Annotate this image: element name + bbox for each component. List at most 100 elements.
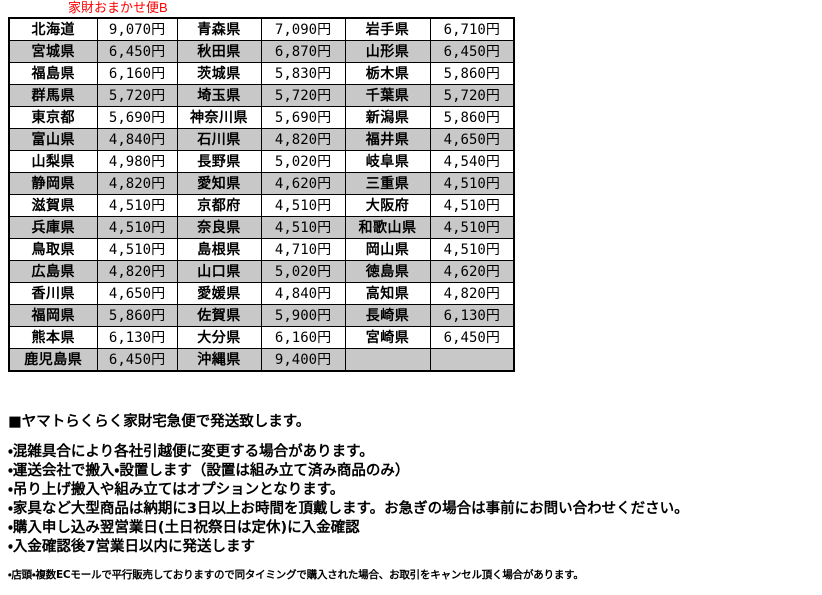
table-cell-prefecture: 沖縄県 xyxy=(176,348,262,372)
note-item: ・混雑具合により各社引越便に変更する場合があります。 xyxy=(8,444,374,460)
table-cell-price: 4,510円 xyxy=(429,238,515,261)
table-cell-price: 4,820円 xyxy=(96,260,178,283)
notes-heading: ■ヤマトらくらく家財宅急便で発送致します。 xyxy=(8,414,311,430)
table-cell-price: 6,450円 xyxy=(96,40,178,63)
table-row: 熊本県 6,130円 大分県 6,160円 宮崎県 6,450円 xyxy=(8,326,515,349)
table-cell-price: 5,900円 xyxy=(260,304,346,327)
note-item: ・運送会社で搬入・設置します（設置は組み立て済み商品のみ） xyxy=(8,463,410,479)
table-cell-empty xyxy=(344,348,431,372)
table-cell-price: 7,090円 xyxy=(260,17,346,41)
table-cell-prefecture: 宮崎県 xyxy=(344,326,431,349)
table-cell-prefecture: 福井県 xyxy=(344,128,431,151)
shipping-fee-table: 北海道 9,070円 青森県 7,090円 岩手県 6,710円 宮城県 6,450円 秋田県 6… xyxy=(8,17,515,372)
table-row: 滋賀県 4,510円 京都府 4,510円 大阪府 4,510円 xyxy=(8,194,515,217)
table-cell-prefecture: 茨城県 xyxy=(176,62,262,85)
table-cell-price: 5,690円 xyxy=(260,106,346,129)
table-cell-price: 4,710円 xyxy=(260,238,346,261)
table-cell-price: 5,720円 xyxy=(260,84,346,107)
table-cell-price: 4,510円 xyxy=(96,216,178,239)
table-cell-price: 4,980円 xyxy=(96,150,178,173)
table-cell-price: 4,510円 xyxy=(260,216,346,239)
table-cell-prefecture: 京都府 xyxy=(176,194,262,217)
table-cell-price: 4,840円 xyxy=(96,128,178,151)
table-row: 東京都 5,690円 神奈川県 5,690円 新潟県 5,860円 xyxy=(8,106,515,129)
table-cell-prefecture: 山梨県 xyxy=(8,150,98,173)
table-row: 群馬県 5,720円 埼玉県 5,720円 千葉県 5,720円 xyxy=(8,84,515,107)
table-cell-price: 6,450円 xyxy=(429,40,515,63)
table-cell-price: 6,160円 xyxy=(260,326,346,349)
table-cell-price: 5,690円 xyxy=(96,106,178,129)
table-row: 富山県 4,840円 石川県 4,820円 福井県 4,650円 xyxy=(8,128,515,151)
table-cell-price: 6,450円 xyxy=(96,348,178,372)
table-cell-price: 6,130円 xyxy=(429,304,515,327)
table-cell-prefecture: 奈良県 xyxy=(176,216,262,239)
table-cell-price: 5,720円 xyxy=(96,84,178,107)
table-cell-price: 4,650円 xyxy=(96,282,178,305)
table-cell-prefecture: 大分県 xyxy=(176,326,262,349)
table-cell-prefecture: 岩手県 xyxy=(344,17,431,41)
table-cell-prefecture: 福島県 xyxy=(8,62,98,85)
table-cell-price: 6,870円 xyxy=(260,40,346,63)
note-item: ・購入申し込み翌営業日(土日祝祭日は定休)に入金確認 xyxy=(8,520,360,536)
table-cell-prefecture: 山口県 xyxy=(176,260,262,283)
table-cell-prefecture: 岡山県 xyxy=(344,238,431,261)
table-cell-prefecture: 徳島県 xyxy=(344,260,431,283)
table-row: 山梨県 4,980円 長野県 5,020円 岐阜県 4,540円 xyxy=(8,150,515,173)
table-cell-prefecture: 新潟県 xyxy=(344,106,431,129)
table-cell-prefecture: 島根県 xyxy=(176,238,262,261)
table-cell-price: 4,510円 xyxy=(96,194,178,217)
notes-fine-print: ・店頭・複数ECモールで平行販売しておりますので同タイミングで購入された場合、お… xyxy=(8,569,584,581)
table-cell-prefecture: 宮城県 xyxy=(8,40,98,63)
table-cell-prefecture: 群馬県 xyxy=(8,84,98,107)
title-bar: 家財おまかせ便B xyxy=(0,0,822,17)
table-cell-price: 4,820円 xyxy=(260,128,346,151)
notes-list: ・混雑具合により各社引越便に変更する場合があります。・運送会社で搬入・設置します… xyxy=(8,443,814,557)
table-cell-price: 4,510円 xyxy=(429,172,515,195)
table-cell-prefecture: 埼玉県 xyxy=(176,84,262,107)
table-cell-prefecture: 広島県 xyxy=(8,260,98,283)
table-cell-prefecture: 山形県 xyxy=(344,40,431,63)
note-item: ・家具など大型商品は納期に3日以上お時間を頂戴します。お急ぎの場合は事前にお問い… xyxy=(8,501,689,517)
table-cell-prefecture: 熊本県 xyxy=(8,326,98,349)
table-cell-prefecture: 佐賀県 xyxy=(176,304,262,327)
table-cell-price: 6,160円 xyxy=(96,62,178,85)
note-item: ・吊り上げ搬入や組み立てはオプションとなります。 xyxy=(8,482,345,498)
table-cell-prefecture: 滋賀県 xyxy=(8,194,98,217)
table-cell-prefecture: 富山県 xyxy=(8,128,98,151)
table-row: 福島県 6,160円 茨城県 5,830円 栃木県 5,860円 xyxy=(8,62,515,85)
table-cell-price: 9,070円 xyxy=(96,17,178,41)
table-cell-price: 5,020円 xyxy=(260,260,346,283)
table-cell-price: 4,840円 xyxy=(260,282,346,305)
table-cell-prefecture: 東京都 xyxy=(8,106,98,129)
table-cell-price: 5,860円 xyxy=(429,106,515,129)
table-cell-prefecture: 長崎県 xyxy=(344,304,431,327)
table-cell-price: 6,710円 xyxy=(429,17,515,41)
table-cell-price: 4,820円 xyxy=(429,282,515,305)
table-cell-price: 6,450円 xyxy=(429,326,515,349)
table-cell-price: 5,720円 xyxy=(429,84,515,107)
table-cell-price: 9,400円 xyxy=(260,348,346,372)
table-cell-prefecture: 石川県 xyxy=(176,128,262,151)
table-cell-price: 4,620円 xyxy=(260,172,346,195)
table-row: 広島県 4,820円 山口県 5,020円 徳島県 4,620円 xyxy=(8,260,515,283)
table-row: 静岡県 4,820円 愛知県 4,620円 三重県 4,510円 xyxy=(8,172,515,195)
table-cell-price: 4,510円 xyxy=(96,238,178,261)
table-cell-price: 4,540円 xyxy=(429,150,515,173)
table-row: 兵庫県 4,510円 奈良県 4,510円 和歌山県 4,510円 xyxy=(8,216,515,239)
table-cell-prefecture: 三重県 xyxy=(344,172,431,195)
table-cell-empty xyxy=(429,348,515,372)
table-cell-prefecture: 大阪府 xyxy=(344,194,431,217)
table-cell-prefecture: 鹿児島県 xyxy=(8,348,98,372)
table-cell-price: 5,860円 xyxy=(429,62,515,85)
table-row: 北海道 9,070円 青森県 7,090円 岩手県 6,710円 xyxy=(8,17,515,41)
table-cell-prefecture: 千葉県 xyxy=(344,84,431,107)
table-cell-prefecture: 愛知県 xyxy=(176,172,262,195)
table-cell-price: 6,130円 xyxy=(96,326,178,349)
table-cell-price: 4,510円 xyxy=(429,216,515,239)
table-cell-price: 5,020円 xyxy=(260,150,346,173)
notes-section: ■ヤマトらくらく家財宅急便で発送致します。 ・混雑具合により各社引越便に変更する… xyxy=(8,412,814,583)
table-cell-prefecture: 兵庫県 xyxy=(8,216,98,239)
table-cell-price: 4,510円 xyxy=(260,194,346,217)
table-cell-prefecture: 栃木県 xyxy=(344,62,431,85)
table-cell-prefecture: 北海道 xyxy=(8,17,98,41)
